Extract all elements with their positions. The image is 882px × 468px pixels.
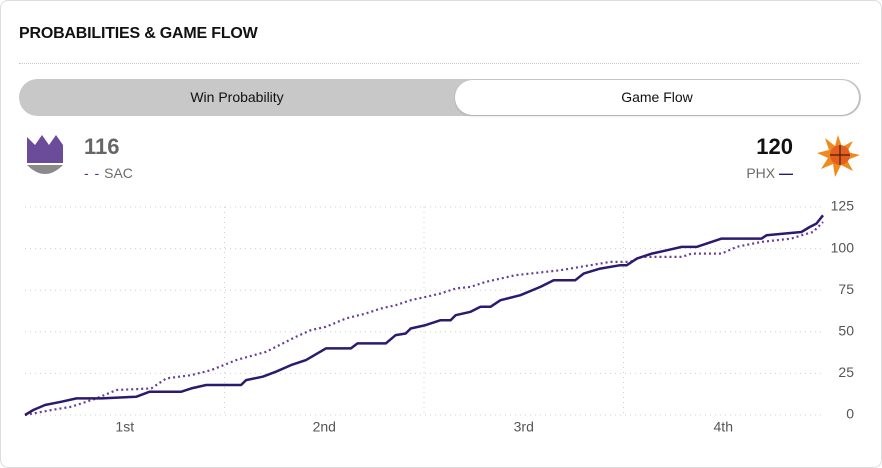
x-tick-label: 3rd	[514, 419, 534, 435]
home-legend: PHX —	[746, 165, 793, 181]
y-tick-label: 25	[838, 364, 854, 380]
home-abbr: PHX	[746, 165, 776, 181]
separator	[19, 63, 859, 64]
y-tick-label: 0	[846, 406, 854, 422]
section-title: PROBABILITIES & GAME FLOW	[19, 25, 258, 42]
away-logo	[27, 135, 63, 174]
x-tick-label: 1st	[115, 419, 134, 435]
away-score: 116	[84, 134, 120, 159]
series-line	[24, 214, 824, 417]
tab[interactable]: Win Probability	[190, 89, 284, 105]
x-tick-label: 2nd	[313, 419, 336, 435]
y-tick-label: 100	[831, 239, 855, 255]
home-score: 120	[756, 134, 793, 159]
away-abbr: SAC	[104, 165, 133, 181]
tab-selected[interactable]: Game Flow	[455, 80, 859, 115]
away-legend: - - SAC	[84, 165, 133, 181]
y-tick-label: 125	[831, 198, 855, 214]
view-toggle: Win Probability Game Flow	[19, 79, 861, 116]
y-tick-label: 50	[838, 323, 854, 339]
series-line	[24, 221, 824, 417]
home-logo	[817, 135, 860, 177]
y-tick-label: 75	[838, 281, 854, 297]
x-tick-label: 4th	[714, 419, 733, 435]
